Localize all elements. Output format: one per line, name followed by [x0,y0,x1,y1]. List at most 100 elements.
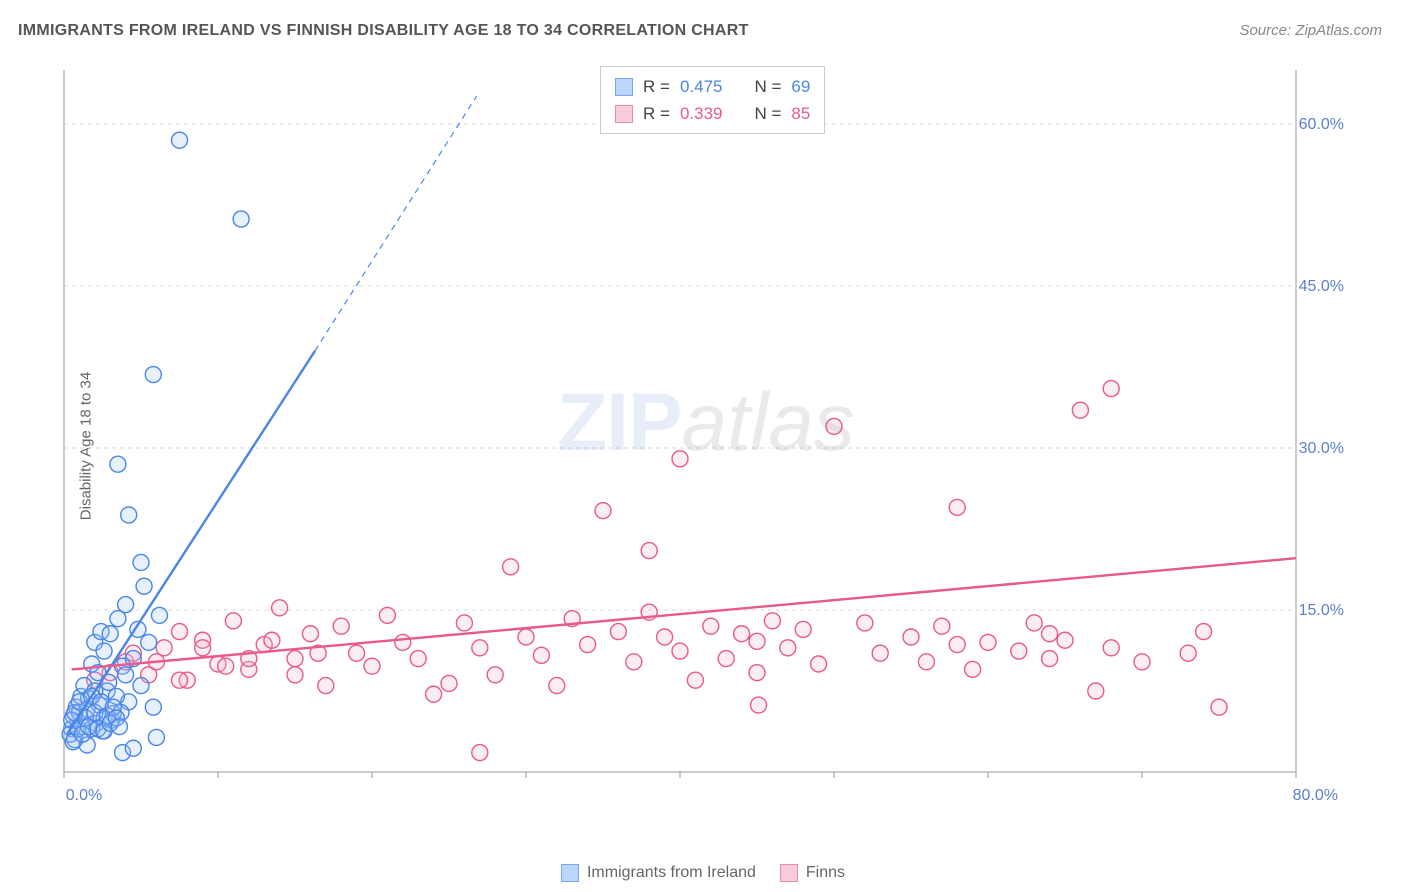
data-point [487,667,503,683]
stats-n-value: 69 [791,73,810,100]
bottom-legend: Immigrants from Ireland Finns [561,864,845,882]
data-point [441,675,457,691]
data-point [110,456,126,472]
legend-item: Finns [780,864,845,882]
data-point [672,451,688,467]
data-point [118,597,134,613]
stats-swatch [615,105,633,123]
data-point [136,578,152,594]
data-point [118,667,134,683]
legend-item: Immigrants from Ireland [561,864,756,882]
data-point [1026,615,1042,631]
data-point [96,643,112,659]
chart-title: IMMIGRANTS FROM IRELAND VS FINNISH DISAB… [18,22,749,40]
data-point [1011,643,1027,659]
data-point [145,367,161,383]
data-point [333,618,349,634]
data-point [641,543,657,559]
data-point [1211,699,1227,715]
data-point [287,667,303,683]
legend-label: Immigrants from Ireland [587,864,756,882]
legend-label: Finns [806,864,845,882]
data-point [379,607,395,623]
stats-n-label: N = [754,100,781,127]
data-point [751,697,767,713]
data-point [133,554,149,570]
data-point [172,672,188,688]
stats-r-value: 0.475 [680,73,723,100]
data-point [965,661,981,677]
data-point [1103,381,1119,397]
data-point [903,629,919,645]
stats-r-label: R = [643,73,670,100]
data-point [595,503,611,519]
plot-area: 15.0%30.0%45.0%60.0%0.0%80.0% ZIPatlas R… [56,62,1356,812]
chart-container: IMMIGRANTS FROM IRELAND VS FINNISH DISAB… [0,0,1406,892]
data-point [1180,645,1196,661]
data-point [934,618,950,634]
data-point [826,418,842,434]
stats-n-label: N = [754,73,781,100]
y-tick-label: 15.0% [1299,602,1344,619]
data-point [749,665,765,681]
data-point [426,686,442,702]
data-point [172,132,188,148]
data-point [1072,402,1088,418]
data-point [949,637,965,653]
data-point [287,651,303,667]
data-point [1134,654,1150,670]
data-point [141,634,157,650]
stats-row: R = 0.339 N = 85 [615,100,810,127]
data-point [102,626,118,642]
data-point [410,651,426,667]
x-min-label: 0.0% [66,787,102,804]
data-point [503,559,519,575]
data-point [218,658,234,674]
data-point [780,640,796,656]
data-point [148,729,164,745]
data-point [687,672,703,688]
stats-row: R = 0.475 N = 69 [615,73,810,100]
stats-box: R = 0.475 N = 69 R = 0.339 N = 85 [600,66,825,134]
y-tick-label: 60.0% [1299,116,1344,133]
data-point [1057,632,1073,648]
stats-r-value: 0.339 [680,100,723,127]
data-point [233,211,249,227]
stats-n-value: 85 [791,100,810,127]
data-point [626,654,642,670]
data-point [533,647,549,663]
data-point [133,678,149,694]
data-point [672,643,688,659]
data-point [121,507,137,523]
data-point [580,637,596,653]
stats-r-label: R = [643,100,670,127]
data-point [949,499,965,515]
data-point [172,624,188,640]
data-point [610,624,626,640]
data-point [364,658,380,674]
data-point [1196,624,1212,640]
x-max-label: 80.0% [1293,787,1338,804]
data-point [857,615,873,631]
scatter-svg: 15.0%30.0%45.0%60.0%0.0%80.0% [56,62,1356,812]
data-point [549,678,565,694]
data-point [349,645,365,661]
data-point [1042,651,1058,667]
data-point [795,621,811,637]
data-point [472,640,488,656]
data-point [718,651,734,667]
data-point [395,634,411,650]
data-point [1103,640,1119,656]
data-point [318,678,334,694]
data-point [111,719,127,735]
data-point [151,607,167,623]
data-point [225,613,241,629]
data-point [918,654,934,670]
data-point [734,626,750,642]
data-point [518,629,534,645]
data-point [764,613,780,629]
data-point [145,699,161,715]
data-point [195,640,211,656]
data-point [264,632,280,648]
data-point [980,634,996,650]
